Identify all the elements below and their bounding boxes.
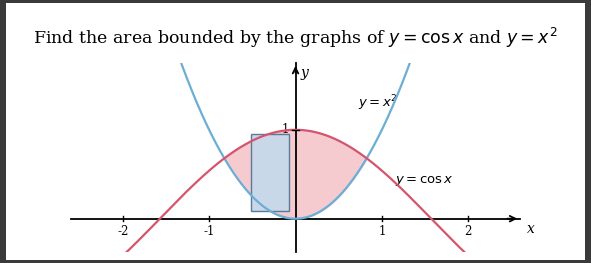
Text: 2: 2 <box>465 225 472 238</box>
Bar <box>251 134 288 211</box>
Text: -2: -2 <box>117 225 128 238</box>
Text: y: y <box>301 66 309 80</box>
Text: 1: 1 <box>378 225 385 238</box>
Text: Find the area bounded by the graphs of $y = \cos x$ and $y = x^2$: Find the area bounded by the graphs of $… <box>33 26 558 50</box>
Text: 1: 1 <box>282 123 290 136</box>
Text: -1: -1 <box>203 225 215 238</box>
Text: $y = x^2$: $y = x^2$ <box>358 93 397 113</box>
Text: x: x <box>527 222 535 236</box>
Text: $y = \cos x$: $y = \cos x$ <box>395 174 454 188</box>
